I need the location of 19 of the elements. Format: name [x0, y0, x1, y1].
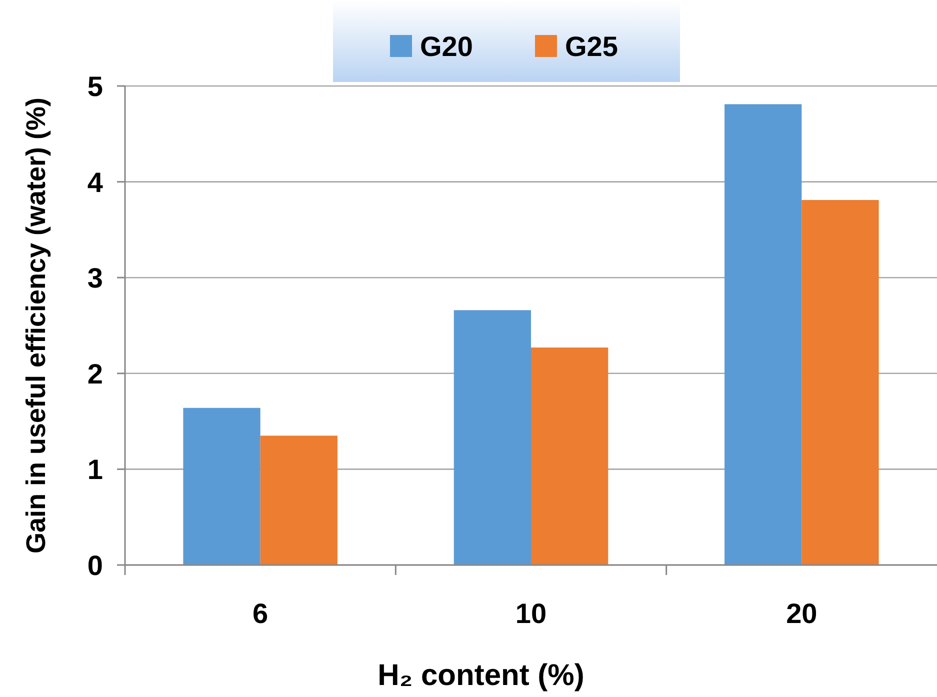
y-tick-label: 3 [87, 262, 103, 294]
y-tick-label: 1 [87, 454, 103, 486]
y-tick-label: 4 [87, 166, 104, 198]
x-tick-label: 20 [786, 598, 818, 629]
legend-label: G20 [420, 31, 473, 62]
bar [454, 310, 531, 565]
y-axis-title: Gain in useful efficiency (water) (%) [21, 97, 51, 554]
y-tick-label: 2 [87, 358, 103, 390]
x-axis-title: H₂ content (%) [378, 659, 584, 692]
y-tick-label: 5 [87, 71, 103, 102]
bar [531, 348, 608, 565]
bar [724, 104, 802, 565]
bar [183, 408, 260, 565]
legend-label: G25 [565, 31, 618, 62]
x-tick-label: 10 [515, 598, 547, 629]
bar [802, 200, 879, 565]
bar [260, 436, 338, 565]
x-tick-label: 6 [252, 598, 268, 629]
y-tick-label: 0 [87, 550, 103, 581]
